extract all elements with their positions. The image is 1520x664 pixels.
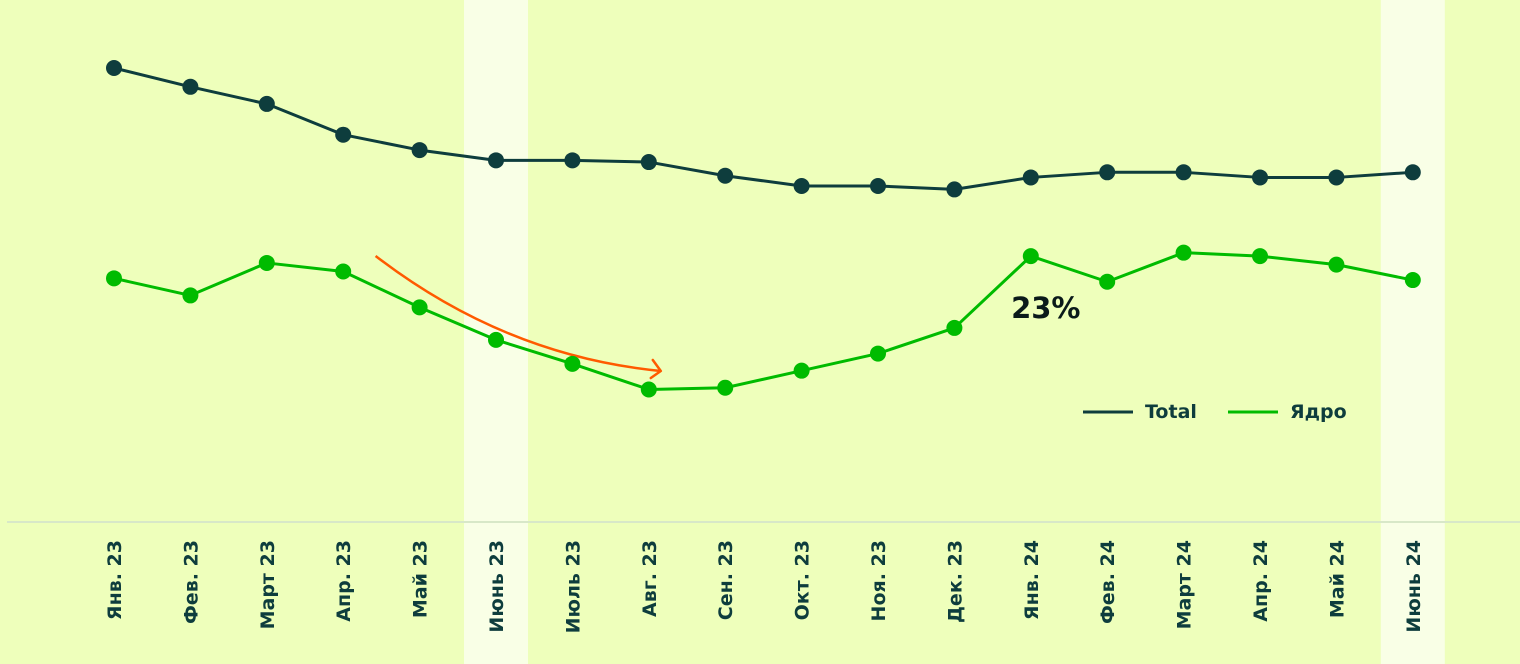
data-point-s0-5 (411, 142, 428, 159)
data-point-s1-13 (1022, 248, 1039, 265)
data-point-s0-3 (258, 95, 275, 112)
x-tick-label: Янв. 24 (1021, 540, 1043, 620)
data-point-s0-8 (640, 154, 657, 171)
data-point-s1-15 (1175, 244, 1192, 261)
data-point-s1-4 (335, 263, 352, 280)
series-line-0 (113, 66, 1413, 191)
data-point-s0-17 (1328, 169, 1345, 186)
x-tick-labels: Янв. 23 Фев. 23 Март 23 Апр. 23 Май 23 Июнь 2… (104, 540, 1425, 633)
x-tick-label: Июль 23 (562, 540, 584, 633)
trend-arrow (374, 255, 661, 373)
data-point-s0-14 (1099, 164, 1116, 181)
x-tick-label: Фев. 23 (180, 540, 202, 624)
x-tick-label: Сен. 23 (715, 540, 737, 620)
data-point-s1-10 (793, 362, 810, 379)
x-tick-label: Июнь 24 (1403, 540, 1425, 633)
data-point-s0-7 (564, 152, 581, 169)
x-tick-label: Май 24 (1326, 540, 1348, 618)
data-point-s1-1 (106, 270, 122, 287)
x-tick-label: Июнь 23 (486, 540, 508, 633)
data-point-s0-16 (1252, 169, 1268, 186)
data-point-s1-18 (1404, 272, 1421, 289)
data-point-s0-10 (793, 177, 810, 194)
data-point-s0-15 (1175, 164, 1192, 181)
data-point-s1-7 (564, 355, 581, 372)
data-point-s1-5 (411, 299, 428, 316)
data-point-s1-11 (870, 345, 886, 362)
data-point-s0-18 (1404, 164, 1421, 181)
trend-arrow-head (649, 358, 663, 380)
data-point-s1-14 (1099, 273, 1116, 290)
data-point-s0-2 (182, 78, 199, 95)
highlight-bands (464, 0, 1445, 664)
x-tick-label: Май 23 (410, 540, 432, 618)
data-point-s1-12 (946, 319, 963, 336)
data-point-s0-1 (106, 60, 122, 76)
x-tick-label: Март 24 (1174, 540, 1196, 629)
data-point-s1-16 (1252, 248, 1268, 265)
x-tick-label: Апр. 23 (333, 540, 355, 622)
annotation-label: 23% (1011, 291, 1080, 325)
data-point-s0-12 (946, 181, 963, 198)
data-point-s1-2 (182, 287, 199, 304)
data-point-s1-6 (488, 331, 504, 348)
x-tick-label: Янв. 23 (104, 540, 126, 620)
x-tick-label: Апр. 24 (1250, 540, 1272, 622)
data-point-s1-8 (640, 381, 657, 398)
x-tick-label: Март 23 (257, 540, 279, 629)
x-tick-label: Ноя. 23 (868, 540, 890, 621)
series-line-1 (113, 251, 1414, 391)
data-point-s0-13 (1022, 169, 1039, 186)
data-point-s0-6 (488, 152, 504, 169)
x-tick-label: Авг. 23 (639, 540, 661, 617)
legend: Total Ядро (1083, 401, 1347, 423)
legend-label-core: Ядро (1290, 401, 1347, 423)
highlight-band-18 (1380, 0, 1445, 664)
series-group (106, 60, 1421, 398)
x-tick-label: Дек. 23 (944, 540, 966, 623)
data-point-s0-9 (717, 167, 734, 184)
data-point-s1-3 (258, 254, 275, 271)
data-point-s1-9 (717, 379, 734, 396)
legend-label-total: Total (1145, 401, 1197, 423)
x-tick-label: Окт. 23 (792, 540, 814, 620)
data-point-s0-4 (335, 126, 352, 143)
x-tick-label: Фев. 24 (1097, 540, 1119, 624)
data-point-s1-17 (1328, 256, 1345, 273)
data-point-s0-11 (870, 177, 886, 194)
